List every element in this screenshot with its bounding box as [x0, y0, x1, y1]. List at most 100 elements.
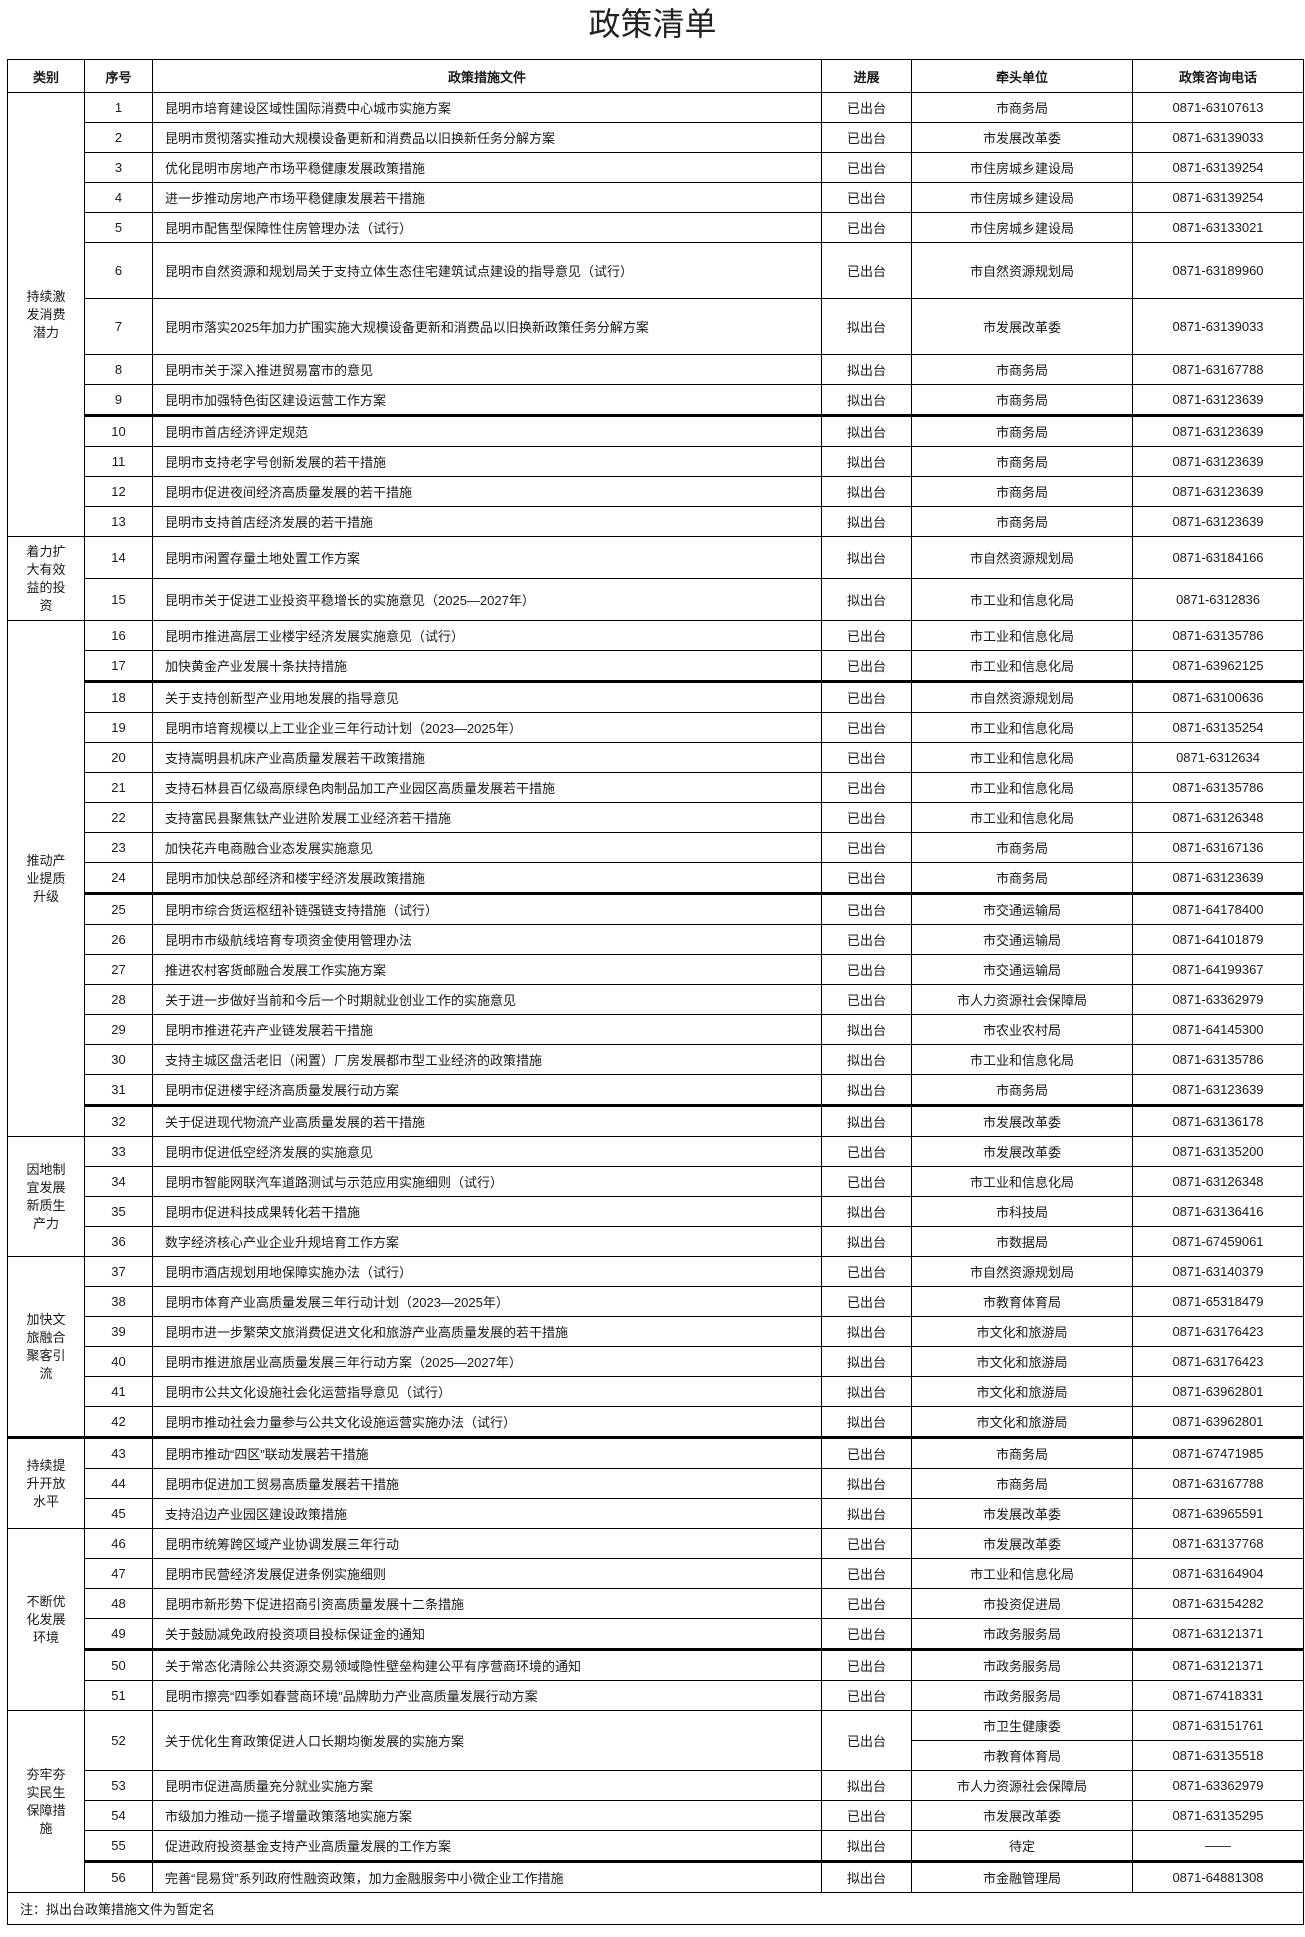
status-cell: 已出台: [821, 832, 912, 863]
policy-document: 昆明市促进科技成果转化若干措施: [152, 1196, 822, 1227]
lead-unit: 市工业和信息化局: [911, 802, 1133, 833]
table-row: 27 推进农村客货邮融合发展工作实施方案 已出台 市交通运输局 0871-6419936…: [8, 954, 1304, 985]
table-row: 50 关于常态化清除公共资源交易领域隐性壁垒构建公平有序营商环境的通知 已出台 市政务…: [8, 1648, 1304, 1681]
table-row: 3 优化昆明市房地产市场平稳健康发展政策措施 已出台 市住房城乡建设局 0871-631…: [8, 152, 1304, 183]
row-number: 55: [84, 1830, 153, 1862]
status-cell: 拟出台: [821, 298, 912, 355]
status-cell: 已出台: [821, 242, 912, 299]
status-cell: 已出台: [821, 1286, 912, 1317]
status-cell: 已出台: [821, 122, 912, 153]
lead-unit: 市数据局: [911, 1226, 1133, 1257]
status-cell: 已出台: [821, 620, 912, 651]
table-row: 21 支持石林县百亿级高原绿色肉制品加工产业园区高质量发展若干措施 已出台 市工业和信…: [8, 772, 1304, 803]
table-row: 市教育体育局 0871-63135518: [8, 1740, 1304, 1771]
policy-document: 昆明市关于促进工业投资平稳增长的实施意见（2025—2027年）: [152, 578, 822, 621]
phone-number: 0871-63135295: [1132, 1800, 1304, 1831]
row-number: 12: [84, 476, 153, 507]
policy-document: 关于常态化清除公共资源交易领域隐性壁垒构建公平有序营商环境的通知: [152, 1648, 822, 1681]
status-cell: 已出台: [821, 212, 912, 243]
row-number: 17: [84, 650, 153, 682]
policy-document: 昆明市酒店规划用地保障实施办法（试行）: [152, 1256, 822, 1287]
table-row: 15 昆明市关于促进工业投资平稳增长的实施意见（2025—2027年） 拟出台 市工业…: [8, 578, 1304, 621]
policy-document: 昆明市支持老字号创新发展的若干措施: [152, 446, 822, 477]
table-row: 10 昆明市首店经济评定规范 拟出台 市商务局 0871-63123639: [8, 414, 1304, 447]
row-number: 21: [84, 772, 153, 803]
status-cell: 已出台: [821, 954, 912, 985]
phone-number: 0871-64145300: [1132, 1014, 1304, 1045]
phone-number: 0871-67418331: [1132, 1680, 1304, 1711]
table-row: 因地制宜发展新质生产力 33 昆明市促进低空经济发展的实施意见 已出台 市发展改革委 08…: [7, 1136, 1304, 1257]
lead-unit: 市商务局: [911, 384, 1133, 416]
row-number: 6: [84, 242, 153, 299]
row-number: 42: [84, 1406, 153, 1438]
row-number: 28: [84, 984, 153, 1015]
table-row: 20 支持嵩明县机床产业高质量发展若干政策措施 已出台 市工业和信息化局 0871-63…: [8, 742, 1304, 773]
status-cell: 拟出台: [821, 1316, 912, 1347]
phone-number: 0871-63167788: [1132, 1468, 1304, 1499]
row-number: 30: [84, 1044, 153, 1075]
policy-document: 昆明市公共文化设施社会化运营指导意见（试行）: [152, 1376, 822, 1407]
page-title: 政策清单: [588, 6, 717, 42]
policy-document: 昆明市推进旅居业高质量发展三年行动方案（2025—2027年）: [152, 1346, 822, 1377]
phone-number: 0871-63123639: [1132, 384, 1304, 416]
policy-document: 昆明市新形势下促进招商引资高质量发展十二条措施: [152, 1588, 822, 1619]
lead-unit: 市文化和旅游局: [911, 1376, 1133, 1407]
phone-number: 0871-63136178: [1132, 1104, 1304, 1137]
phone-number: 0871-63140379: [1132, 1256, 1304, 1287]
lead-unit: 市商务局: [911, 446, 1133, 477]
status-cell: 已出台: [821, 1800, 912, 1831]
status-cell: 拟出台: [821, 1376, 912, 1407]
phone-number: 0871-63133021: [1132, 212, 1304, 243]
status-cell: 拟出台: [821, 446, 912, 477]
row-number: 36: [84, 1226, 153, 1257]
status-cell: 已出台: [821, 650, 912, 682]
policy-document: 昆明市加快总部经济和楼宇经济发展政策措施: [152, 862, 822, 894]
phone-number: 0871-64178400: [1132, 892, 1304, 925]
row-number: 22: [84, 802, 153, 833]
status-cell: 拟出台: [821, 1074, 912, 1106]
policy-document: 支持沿边产业园区建设政策措施: [152, 1498, 822, 1529]
row-number: 51: [84, 1680, 153, 1711]
row-number: 25: [84, 892, 153, 925]
lead-unit: 市工业和信息化局: [911, 772, 1133, 803]
note-text: 注：拟出台政策措施文件为暂定名: [7, 1892, 1304, 1925]
policy-document: 昆明市关于深入推进贸易富市的意见: [152, 354, 822, 385]
row-number: 53: [84, 1770, 153, 1801]
lead-unit: 市发展改革委: [911, 1104, 1133, 1137]
status-cell: 拟出台: [821, 1044, 912, 1075]
phone-number: 0871-63164904: [1132, 1558, 1304, 1589]
phone-number: 0871-63123639: [1132, 476, 1304, 507]
row-number: 45: [84, 1498, 153, 1529]
phone-number: 0871-63362979: [1132, 1770, 1304, 1801]
phone-number: 0871-63121371: [1132, 1618, 1304, 1650]
phone-number: 0871-63167136: [1132, 832, 1304, 863]
row-number: 1: [84, 92, 153, 123]
status-cell: 拟出台: [821, 1196, 912, 1227]
row-number: 38: [84, 1286, 153, 1317]
policy-document: 关于鼓励减免政府投资项目投标保证金的通知: [152, 1618, 822, 1650]
status-cell: 拟出台: [821, 536, 912, 579]
status-cell: 已出台: [821, 1648, 912, 1681]
policy-document: 市级加力推动一揽子增量政策落地实施方案: [152, 1800, 822, 1831]
category-cell: 持续激发消费潜力: [7, 92, 85, 537]
table-row: 54 市级加力推动一揽子增量政策落地实施方案 已出台 市发展改革委 0871-63135…: [8, 1800, 1304, 1831]
status-cell: 已出台: [821, 892, 912, 925]
table-row: 42 昆明市推动社会力量参与公共文化设施运营实施办法（试行） 拟出台 市文化和旅游局 0…: [8, 1406, 1304, 1438]
category-cell: 不断优化发展环境: [7, 1528, 85, 1711]
table-row: 44 昆明市促进加工贸易高质量发展若干措施 拟出台 市商务局 0871-63167788: [8, 1468, 1304, 1499]
row-number: 37: [84, 1256, 153, 1287]
lead-unit: 市发展改革委: [911, 1136, 1133, 1167]
status-cell: 已出台: [821, 1588, 912, 1619]
row-number: 19: [84, 712, 153, 743]
phone-number: 0871-6312634: [1132, 742, 1304, 773]
status-cell: 拟出台: [821, 1498, 912, 1529]
phone-number: 0871-63962801: [1132, 1376, 1304, 1407]
row-number: 3: [84, 152, 153, 183]
row-number: 32: [84, 1104, 153, 1137]
phone-number: 0871-63135518: [1132, 1740, 1304, 1771]
row-number: 52: [84, 1710, 153, 1771]
phone-number: 0871-63139033: [1132, 298, 1304, 355]
table-row: 40 昆明市推进旅居业高质量发展三年行动方案（2025—2027年） 拟出台 市文化和…: [8, 1346, 1304, 1377]
lead-unit: 待定: [911, 1830, 1133, 1862]
policy-document: 进一步推动房地产市场平稳健康发展若干措施: [152, 182, 822, 213]
